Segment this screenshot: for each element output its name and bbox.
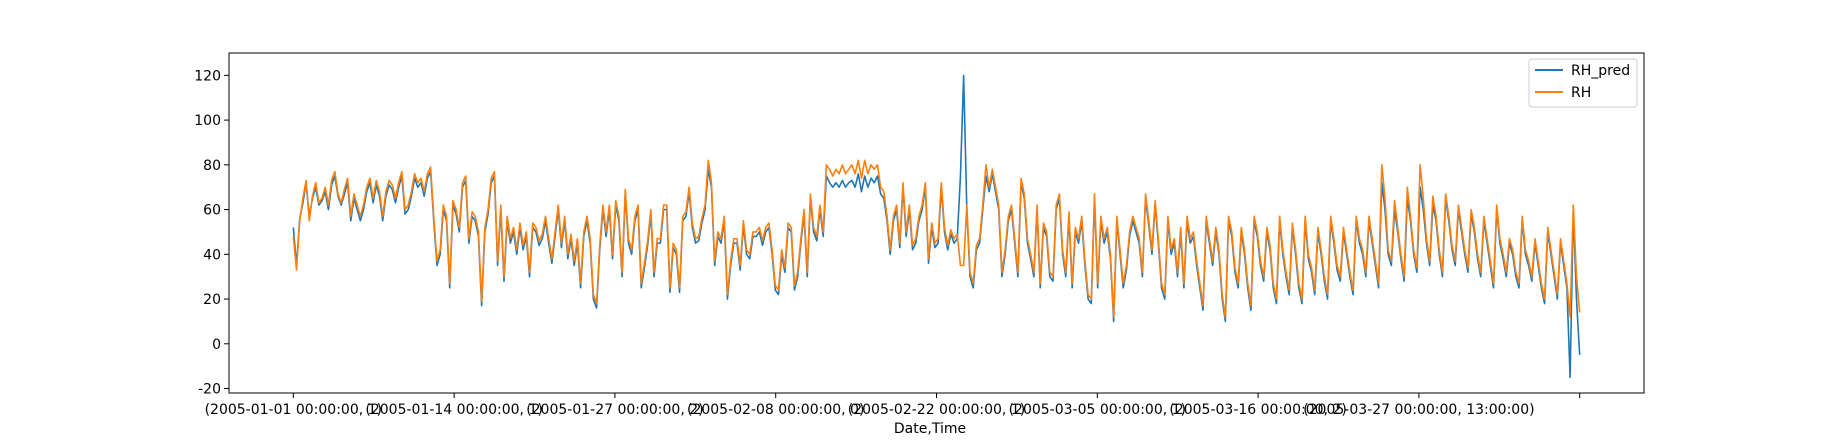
y-axis: -20 0 20 40 60 80 100 120 bbox=[194, 68, 229, 398]
legend: RH_pred RH bbox=[1528, 58, 1638, 108]
y-tick-label: 100 bbox=[194, 113, 221, 129]
legend-label-rh-pred: RH_pred bbox=[1571, 63, 1630, 79]
y-tick-label: 0 bbox=[212, 337, 221, 353]
y-tick-label: 80 bbox=[203, 158, 221, 174]
y-tick-label: 40 bbox=[203, 247, 221, 263]
x-tick-label: (2005-02-08 00:00:00, 0) bbox=[687, 402, 864, 418]
y-tick-label: 60 bbox=[203, 203, 221, 219]
plot-area bbox=[228, 52, 1645, 394]
legend-label-rh: RH bbox=[1571, 85, 1591, 101]
x-tick-label: (2005-03-16 00:00:00, 2) bbox=[1169, 402, 1346, 418]
y-tick-label: -20 bbox=[198, 382, 221, 398]
series-line-rh bbox=[292, 159, 1581, 318]
x-tick-label: (2005-02-22 00:00:00, 1) bbox=[848, 402, 1025, 418]
x-tick-label: (2005-01-27 00:00:00, 2) bbox=[526, 402, 703, 418]
y-tick-label: 20 bbox=[203, 292, 221, 308]
x-tick-label: (2005-03-05 00:00:00, 1) bbox=[1009, 402, 1186, 418]
x-tick-label: (2005-03-27 00:00:00, 13:00:00) bbox=[1303, 402, 1534, 418]
y-tick-label: 120 bbox=[194, 68, 221, 84]
x-tick-label: (2005-01-01 00:00:00, 1) bbox=[205, 402, 382, 418]
x-tick-label: (2005-01-14 00:00:00, 1) bbox=[365, 402, 542, 418]
x-axis: (2005-01-01 00:00:00, 1)(2005-01-14 00:0… bbox=[205, 393, 1581, 418]
x-axis-label: Date,Time bbox=[894, 421, 966, 437]
